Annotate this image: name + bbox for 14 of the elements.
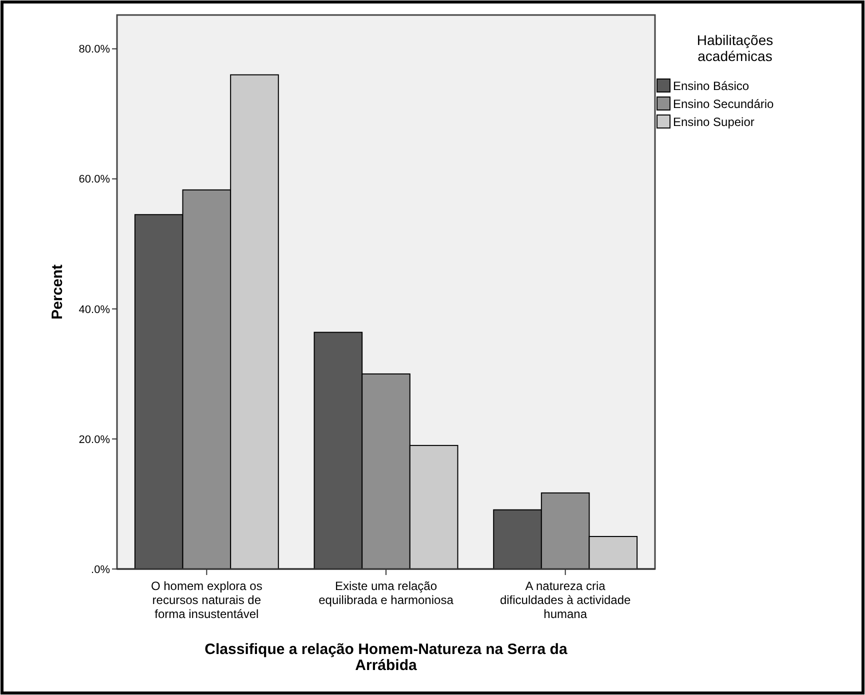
y-tick-label: 80.0% xyxy=(78,44,110,56)
y-tick-label: 60.0% xyxy=(78,174,110,186)
legend-label: Ensino Supeior xyxy=(673,115,754,130)
legend-label: Ensino Secundário xyxy=(673,97,774,112)
y-tick-label: .0% xyxy=(91,564,110,576)
legend-label: Ensino Básico xyxy=(673,79,750,94)
x-axis-title: Classifique a relação Homem-Natureza na Serra da Arrábida xyxy=(204,641,568,674)
y-tick-label: 20.0% xyxy=(78,434,110,446)
x-tick-label: O homem explora os recursos naturais de forma insustentável xyxy=(150,579,262,621)
y-tick-label: 40.0% xyxy=(78,304,110,316)
x-tick-label: Existe uma relação equilibrada e harmoniosa xyxy=(318,579,454,607)
legend-title: Habilitações académicas xyxy=(696,32,774,64)
y-axis-title: Percent xyxy=(49,264,66,320)
x-tick-label: A natureza cria dificuldades à actividade humana xyxy=(500,579,632,621)
